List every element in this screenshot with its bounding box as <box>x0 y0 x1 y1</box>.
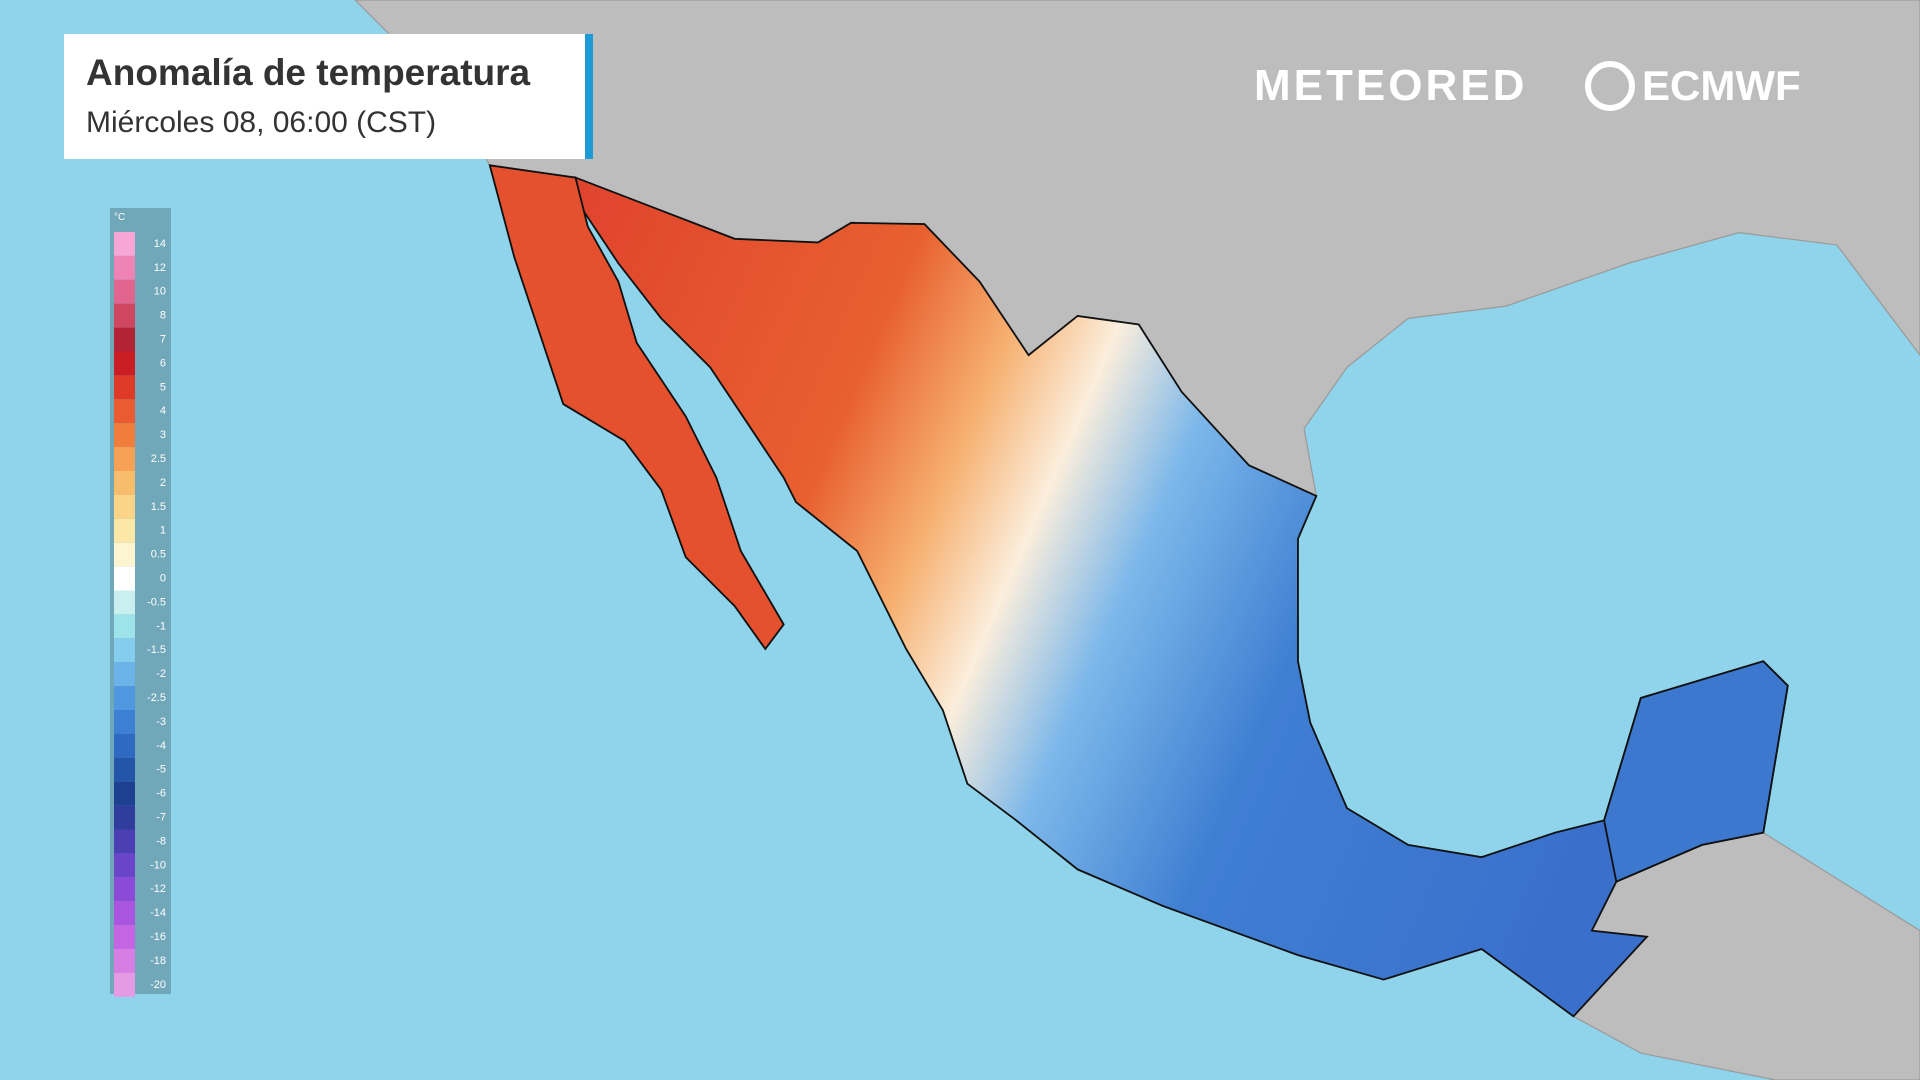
legend-label: 10 <box>154 286 166 298</box>
title: Anomalía de temperatura <box>86 52 531 93</box>
legend-swatch <box>114 901 135 926</box>
legend-label: -5 <box>156 764 166 776</box>
legend-label: 12 <box>154 262 166 274</box>
legend-label: -7 <box>156 811 166 823</box>
legend-swatch <box>114 949 135 973</box>
legend-label: -6 <box>156 788 166 800</box>
legend-swatch <box>114 638 135 663</box>
legend-swatch <box>114 566 135 591</box>
legend-label: -12 <box>150 883 166 895</box>
legend: 14 12 10 8 7 6 5 4 3 2.5 2 1.5 1 0.5 0 -0.5 -1 -1.5 -2 -2.5… <box>114 232 166 997</box>
legend-label: -16 <box>150 931 166 943</box>
legend-label: 2 <box>160 477 166 489</box>
legend-label: 8 <box>160 310 166 322</box>
legend-swatch <box>114 853 135 878</box>
legend-swatch <box>114 375 135 400</box>
legend-label: 0.5 <box>151 549 166 561</box>
title-accent <box>585 34 593 159</box>
legend-swatch <box>114 662 135 687</box>
legend-swatch <box>114 829 135 854</box>
logo-left: METEORED <box>1254 61 1527 110</box>
legend-swatch <box>114 710 135 734</box>
legend-label: -20 <box>150 979 166 991</box>
legend-label: -2.5 <box>147 692 166 704</box>
legend-swatch <box>114 757 135 782</box>
legend-label: -1.5 <box>147 644 166 656</box>
title-box <box>64 34 585 159</box>
legend-swatch <box>114 590 135 615</box>
legend-label: 1.5 <box>151 501 166 513</box>
legend-swatch <box>114 279 135 304</box>
basemap <box>354 0 1920 1080</box>
legend-swatch <box>114 327 135 352</box>
legend-label: 14 <box>154 238 166 250</box>
legend-swatch <box>114 614 135 639</box>
legend-label: 4 <box>160 405 166 417</box>
legend-swatch <box>114 781 135 806</box>
legend-label: -3 <box>156 716 166 728</box>
legend-label: 5 <box>160 381 166 393</box>
legend-label: -0.5 <box>147 596 166 608</box>
legend-swatch <box>114 733 135 758</box>
legend-label: -2 <box>156 668 166 680</box>
legend-label: -10 <box>150 859 166 871</box>
legend-swatch <box>114 518 135 543</box>
subtitle: Miércoles 08, 06:00 (CST) <box>86 106 436 139</box>
legend-swatch <box>114 972 135 997</box>
yucatan <box>1603 660 1789 883</box>
legend-swatch <box>114 877 135 902</box>
legend-label: -1 <box>156 620 166 632</box>
legend-swatch <box>114 447 135 471</box>
legend-swatch <box>114 232 135 256</box>
legend-swatch <box>114 471 135 495</box>
legend-label: 1 <box>160 525 166 537</box>
baja-california <box>488 164 785 651</box>
legend-label: 2.5 <box>151 453 166 465</box>
legend-swatch <box>114 494 135 519</box>
legend-swatch <box>114 423 135 448</box>
legend-label: 7 <box>160 333 166 345</box>
ecmwf-icon <box>1585 61 1635 111</box>
legend-unit: °C <box>114 212 125 223</box>
logo-right: ECMWF <box>1642 62 1801 109</box>
legend-label: -8 <box>156 835 166 847</box>
legend-label: 3 <box>160 429 166 441</box>
legend-swatch <box>114 303 135 328</box>
legend-label: -18 <box>150 955 166 967</box>
legend-swatch <box>114 686 135 710</box>
legend-swatch <box>114 399 135 424</box>
legend-swatch <box>114 805 135 830</box>
legend-swatch <box>114 925 135 949</box>
legend-swatch <box>114 542 135 567</box>
legend-label: 0 <box>160 572 166 584</box>
legend-label: -4 <box>156 740 166 752</box>
legend-label: -14 <box>150 907 166 919</box>
legend-label: 6 <box>160 357 166 369</box>
legend-swatch <box>114 351 135 376</box>
legend-swatch <box>114 255 135 280</box>
